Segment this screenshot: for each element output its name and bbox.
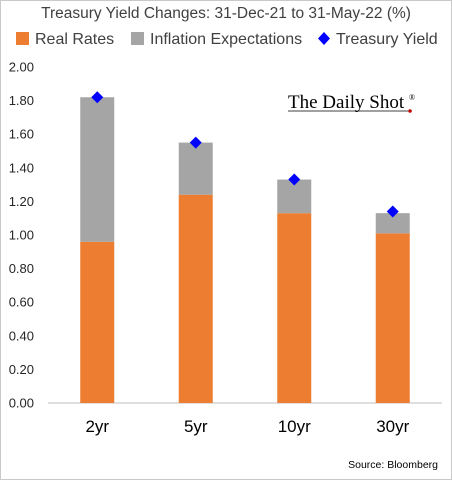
legend-label-real-rates: Real Rates (35, 31, 114, 48)
source-note: Source: Bloomberg (348, 459, 438, 471)
bar-real-rates-5yr (178, 194, 213, 403)
bar-inflation-expectations-5yr (178, 142, 213, 195)
y-tick-label: 2.00 (9, 60, 34, 75)
yield-marker-2yr (91, 91, 104, 104)
x-tick-label-5yr: 5yr (184, 417, 208, 436)
y-axis: 0.00 0.20 0.40 0.60 0.80 1.00 1.20 1.40 1.60 1.80… (9, 60, 34, 411)
yield-marker-30yr (386, 205, 399, 218)
legend-label-treasury-yield: Treasury Yield (336, 31, 438, 48)
y-tick-label: 1.60 (9, 127, 34, 142)
x-tick-label-10yr: 10yr (278, 417, 311, 436)
legend-marker-treasury-yield (318, 32, 330, 45)
x-axis: 2yr 5yr 10yr 30yr (85, 417, 409, 436)
y-tick-label: 0.00 (9, 396, 34, 411)
bars (80, 97, 410, 403)
yield-marker-10yr (288, 173, 301, 186)
y-tick-label: 0.20 (9, 362, 34, 377)
legend: Real Rates Inflation Expectations Treasu… (16, 31, 438, 48)
chart-title: Treasury Yield Changes: 31-Dec-21 to 31-… (41, 5, 411, 22)
yield-markers (91, 91, 399, 218)
bar-inflation-expectations-30yr (375, 213, 410, 234)
bar-real-rates-10yr (277, 213, 312, 403)
y-tick-label: 1.80 (9, 93, 34, 108)
the-daily-shot-logo: The Daily Shot ® (288, 92, 415, 113)
y-tick-label: 0.80 (9, 261, 34, 276)
bar-real-rates-2yr (80, 241, 115, 403)
logo-text: The Daily Shot (288, 92, 405, 113)
y-tick-label: 1.00 (9, 228, 34, 243)
y-tick-label: 1.40 (9, 160, 34, 175)
x-tick-label-30yr: 30yr (376, 417, 409, 436)
legend-label-inflation-expectations: Inflation Expectations (150, 31, 302, 48)
bar-real-rates-30yr (375, 233, 410, 403)
bar-inflation-expectations-2yr (80, 97, 115, 242)
x-tick-label-2yr: 2yr (85, 417, 109, 436)
logo-red-dot (408, 109, 412, 113)
y-tick-label: 0.40 (9, 328, 34, 343)
y-tick-label: 1.20 (9, 194, 34, 209)
legend-swatch-inflation-expectations (131, 32, 144, 45)
legend-swatch-real-rates (16, 32, 29, 45)
logo-registered-mark: ® (409, 93, 415, 102)
y-tick-label: 0.60 (9, 295, 34, 310)
yield-marker-5yr (189, 136, 202, 149)
